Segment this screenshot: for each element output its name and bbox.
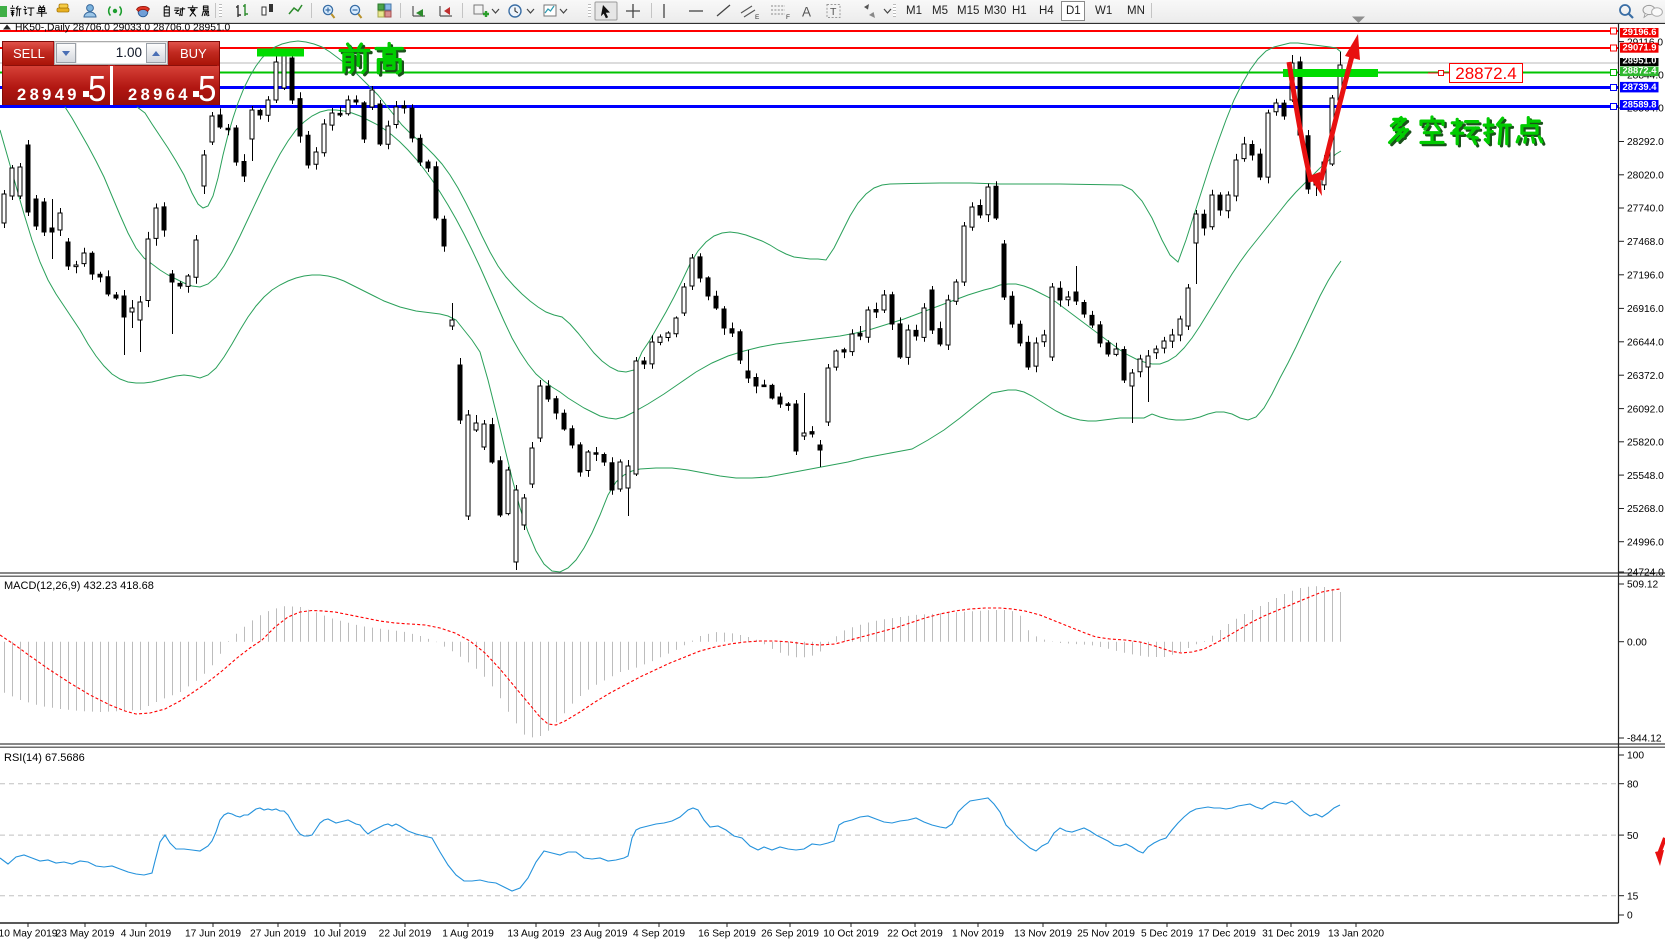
svg-text:A: A	[802, 5, 811, 20]
svg-text:17 Jun 2019: 17 Jun 2019	[185, 929, 241, 940]
svg-text:27740.0: 27740.0	[1627, 204, 1664, 215]
svg-text:4 Sep 2019: 4 Sep 2019	[633, 929, 685, 940]
svg-text:10 Oct 2019: 10 Oct 2019	[823, 929, 879, 940]
svg-text:-844.12: -844.12	[1627, 734, 1662, 745]
svg-text:22 Oct 2019: 22 Oct 2019	[887, 929, 943, 940]
svg-text:28872.4: 28872.4	[1623, 65, 1658, 76]
svg-text:27468.0: 27468.0	[1627, 237, 1664, 248]
svg-text:27 Jun 2019: 27 Jun 2019	[250, 929, 306, 940]
svg-text:22 Jul 2019: 22 Jul 2019	[379, 929, 432, 940]
svg-text:13 Aug 2019: 13 Aug 2019	[507, 929, 565, 940]
svg-text:26916.0: 26916.0	[1627, 304, 1664, 315]
svg-text:28292.0: 28292.0	[1627, 137, 1664, 148]
svg-text:13 Nov 2019: 13 Nov 2019	[1014, 929, 1072, 940]
svg-text:F: F	[786, 14, 790, 21]
svg-text:28951.0: 28951.0	[1623, 55, 1657, 66]
svg-text:1 Nov 2019: 1 Nov 2019	[952, 929, 1004, 940]
svg-text:MACD(12,26,9) 432.23 418.68: MACD(12,26,9) 432.23 418.68	[4, 580, 154, 592]
svg-text:31 Dec 2019: 31 Dec 2019	[1262, 929, 1320, 940]
svg-text:25548.0: 25548.0	[1627, 471, 1664, 482]
svg-text:26092.0: 26092.0	[1627, 404, 1664, 415]
svg-text:16 Sep 2019: 16 Sep 2019	[698, 929, 756, 940]
svg-text:0.00: 0.00	[1627, 637, 1647, 648]
svg-text:26372.0: 26372.0	[1627, 371, 1664, 382]
svg-text:29196.6: 29196.6	[1623, 26, 1657, 37]
svg-text:15: 15	[1627, 891, 1639, 902]
svg-text:RSI(14) 67.5686: RSI(14) 67.5686	[4, 752, 85, 764]
svg-text:24996.0: 24996.0	[1627, 537, 1664, 548]
svg-text:10 May 2019: 10 May 2019	[0, 929, 58, 940]
svg-text:29071.9: 29071.9	[1623, 41, 1657, 52]
svg-text:24724.0: 24724.0	[1627, 568, 1664, 579]
svg-text:28739.4: 28739.4	[1623, 81, 1658, 92]
svg-text:80: 80	[1627, 779, 1639, 790]
svg-text:28872.4: 28872.4	[1455, 64, 1516, 83]
svg-text:28589.8: 28589.8	[1623, 99, 1657, 110]
svg-text:509.12: 509.12	[1627, 580, 1658, 591]
svg-text:E: E	[755, 14, 760, 21]
svg-text:10 Jul 2019: 10 Jul 2019	[314, 929, 367, 940]
svg-text:26644.0: 26644.0	[1627, 338, 1664, 349]
svg-text:27196.0: 27196.0	[1627, 271, 1664, 282]
svg-text:17 Dec 2019: 17 Dec 2019	[1198, 929, 1256, 940]
svg-text:25 Nov 2019: 25 Nov 2019	[1077, 929, 1135, 940]
svg-text:HK50-,Daily 28706.0 29033.0 2: HK50-,Daily 28706.0 29033.0 28706.0 2895…	[15, 22, 231, 33]
svg-text:23 May 2019: 23 May 2019	[56, 929, 115, 940]
svg-text:25268.0: 25268.0	[1627, 504, 1664, 515]
svg-text:26 Sep 2019: 26 Sep 2019	[761, 929, 819, 940]
svg-text:50: 50	[1627, 831, 1639, 842]
svg-text:25820.0: 25820.0	[1627, 438, 1664, 449]
svg-text:28020.0: 28020.0	[1627, 171, 1664, 182]
svg-text:5 Dec 2019: 5 Dec 2019	[1141, 929, 1193, 940]
svg-text:100: 100	[1627, 751, 1644, 762]
svg-text:1 Aug 2019: 1 Aug 2019	[442, 929, 494, 940]
svg-text:13 Jan 2020: 13 Jan 2020	[1328, 929, 1384, 940]
svg-text:0: 0	[1627, 911, 1633, 922]
svg-text:23 Aug 2019: 23 Aug 2019	[570, 929, 628, 940]
svg-text:T: T	[830, 6, 837, 18]
svg-text:4 Jun 2019: 4 Jun 2019	[121, 929, 172, 940]
